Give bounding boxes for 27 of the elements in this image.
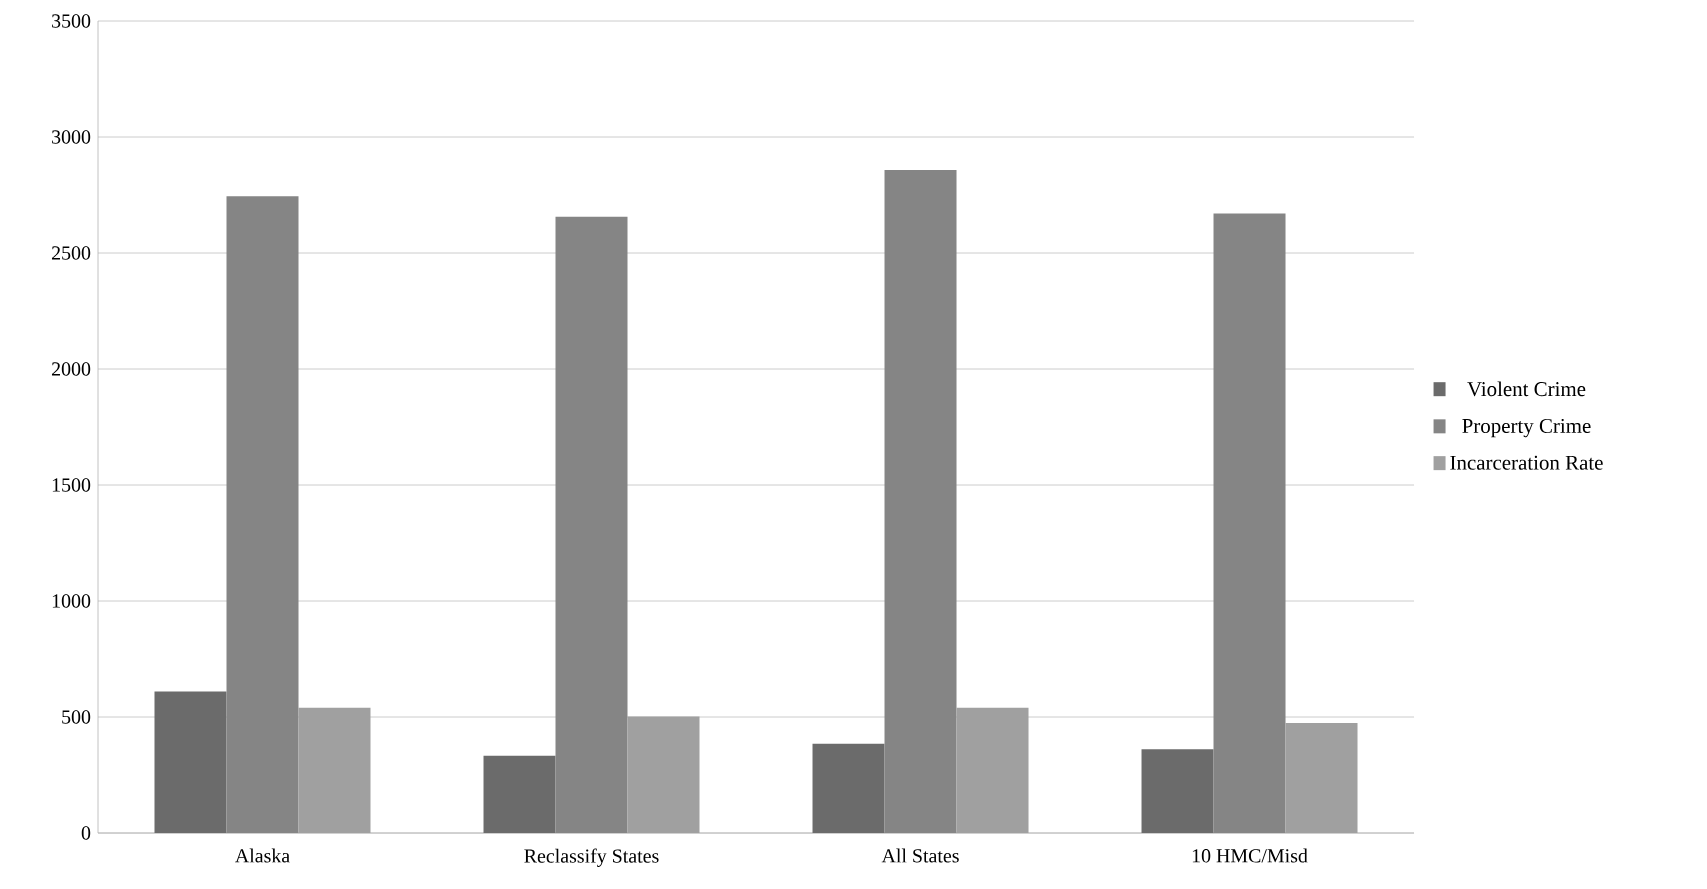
bar [298, 707, 371, 833]
y-tick-label: 2500 [51, 246, 91, 260]
bar [956, 707, 1029, 833]
bar [226, 196, 299, 833]
x-tick-label: Alaska [235, 848, 290, 863]
bar [555, 216, 628, 833]
y-tick-label: 1000 [52, 594, 91, 608]
legend-label: Property Crime [1462, 418, 1591, 438]
y-tick-label: 3500 [52, 14, 91, 28]
legend-label: Violent Crime [1467, 381, 1586, 397]
y-tick-label: 500 [62, 710, 91, 724]
bar [154, 691, 227, 833]
legend-label: Incarceration Rate [1450, 455, 1603, 470]
bar [884, 169, 957, 833]
y-tick-label: 0 [81, 826, 91, 840]
y-tick-label: 3000 [52, 130, 91, 144]
y-tick-label: 2000 [51, 362, 91, 376]
bar [1285, 723, 1358, 833]
bar [1213, 213, 1286, 833]
bar [483, 755, 556, 833]
y-tick-label: 1500 [52, 478, 91, 492]
bar [627, 716, 700, 833]
x-tick-label: 10 HMC/Misd [1192, 848, 1308, 863]
bar [812, 743, 885, 833]
x-tick-label: Reclassify States [524, 848, 659, 867]
bar [1141, 749, 1214, 833]
x-tick-label: All States [881, 848, 959, 863]
